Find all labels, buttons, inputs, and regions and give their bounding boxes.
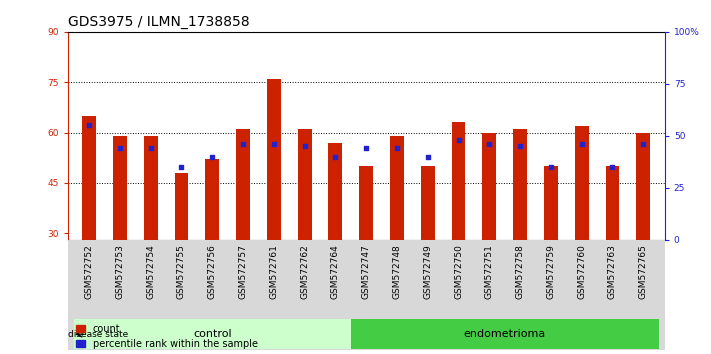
- Bar: [328, 143, 342, 240]
- Bar: [74, 319, 351, 349]
- Bar: [174, 173, 188, 240]
- Bar: [482, 132, 496, 240]
- Point: [176, 164, 187, 170]
- Bar: [390, 136, 404, 240]
- Point: [514, 143, 525, 149]
- Bar: [205, 159, 219, 240]
- Point: [360, 145, 372, 151]
- Text: GSM572762: GSM572762: [300, 244, 309, 298]
- Point: [114, 145, 126, 151]
- Text: endometrioma: endometrioma: [464, 329, 546, 339]
- Bar: [144, 136, 158, 240]
- Text: GSM572761: GSM572761: [269, 244, 278, 299]
- Text: GSM572758: GSM572758: [515, 244, 525, 299]
- Bar: [574, 126, 589, 240]
- Bar: [236, 129, 250, 240]
- Point: [83, 122, 95, 128]
- Point: [207, 154, 218, 160]
- Text: GSM572757: GSM572757: [238, 244, 247, 299]
- Bar: [451, 122, 466, 240]
- Bar: [636, 132, 650, 240]
- Text: GSM572756: GSM572756: [208, 244, 217, 299]
- Bar: [606, 166, 619, 240]
- Bar: [298, 129, 311, 240]
- Bar: [113, 136, 127, 240]
- Bar: [421, 166, 434, 240]
- Point: [576, 141, 587, 147]
- Text: GSM572754: GSM572754: [146, 244, 155, 298]
- Text: GSM572765: GSM572765: [638, 244, 648, 299]
- Text: GSM572759: GSM572759: [546, 244, 555, 299]
- Bar: [513, 129, 527, 240]
- Bar: [82, 116, 96, 240]
- Point: [330, 154, 341, 160]
- Bar: [267, 79, 281, 240]
- Text: GSM572750: GSM572750: [454, 244, 463, 299]
- Text: GSM572752: GSM572752: [85, 244, 94, 298]
- Bar: [351, 319, 658, 349]
- Text: GSM572760: GSM572760: [577, 244, 586, 299]
- Bar: [544, 166, 558, 240]
- Point: [237, 141, 249, 147]
- Point: [638, 141, 649, 147]
- Point: [145, 145, 156, 151]
- Point: [422, 154, 434, 160]
- Point: [606, 164, 618, 170]
- Text: GSM572753: GSM572753: [115, 244, 124, 299]
- Point: [391, 145, 402, 151]
- Point: [268, 141, 279, 147]
- Text: GSM572755: GSM572755: [177, 244, 186, 299]
- Bar: [359, 166, 373, 240]
- Point: [453, 137, 464, 143]
- Text: disease state: disease state: [68, 330, 128, 339]
- Text: GSM572749: GSM572749: [423, 244, 432, 298]
- Text: GSM572747: GSM572747: [362, 244, 370, 298]
- Text: GSM572748: GSM572748: [392, 244, 402, 298]
- Text: GSM572763: GSM572763: [608, 244, 617, 299]
- Text: control: control: [193, 329, 232, 339]
- Point: [483, 141, 495, 147]
- Point: [299, 143, 310, 149]
- Text: GSM572764: GSM572764: [331, 244, 340, 298]
- Text: GDS3975 / ILMN_1738858: GDS3975 / ILMN_1738858: [68, 16, 249, 29]
- Legend: count, percentile rank within the sample: count, percentile rank within the sample: [73, 320, 262, 353]
- Point: [545, 164, 557, 170]
- Text: GSM572751: GSM572751: [485, 244, 494, 299]
